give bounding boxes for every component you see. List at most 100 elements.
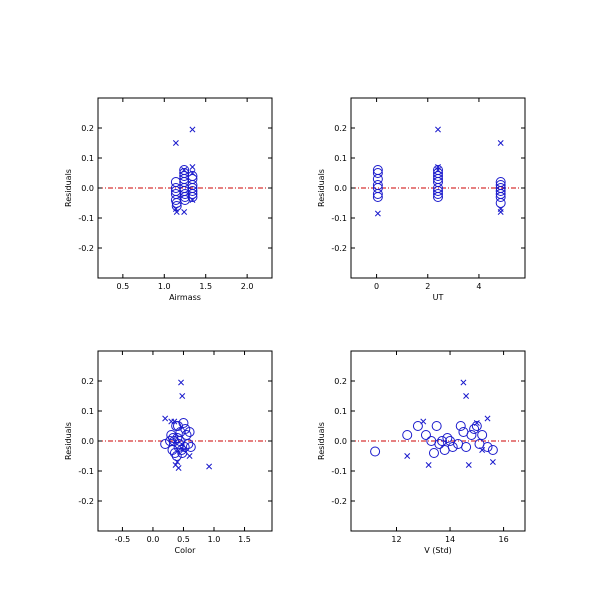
data-point-cross [404,453,411,459]
x-tick-label: 2.0 [241,282,254,291]
x-tick-label: 1.5 [238,535,251,544]
data-point-cross [473,420,480,426]
chart-panel-4: -0.2 -0.1 0.0 0.1 0.2 12 14 16 V (Std) Residuals [317,350,526,555]
data-point-cross [425,462,432,468]
chart-panel-1: -0.2 -0.1 0.0 0.1 0.2 0.5 1.0 1.5 2.0 Airmass Resi… [64,97,273,302]
y-tick-label: 0.1 [81,154,94,163]
y-tick-label: 0.0 [334,437,347,446]
x-tick-label: 0.5 [116,282,129,291]
y-tick-label: 0.2 [81,124,94,133]
data-point-circle [372,168,383,178]
data-point-circle [433,192,443,202]
data-point-circle [433,171,443,181]
data-point-cross [189,170,196,176]
data-point-cross [172,140,179,146]
chart-panel-2: -0.2 -0.1 0.0 0.1 0.2 0 2 4 UT Residuals [317,97,526,302]
data-point-circle [445,436,456,446]
data-point-cross [162,415,169,422]
data-point-circle [187,189,198,199]
data-point-circle [180,189,190,199]
x-tick-label: -0.5 [115,535,131,544]
data-point-circle [171,451,182,461]
data-point-circle [169,448,180,458]
data-point-cross [173,209,180,215]
data-point-circle [431,421,442,431]
data-point-cross [420,418,427,425]
x-tick-label: 0 [374,282,379,291]
data-point-circle [447,442,458,452]
x-axis-label: V (Std) [424,546,452,555]
data-point-cross [174,459,181,465]
y-tick-label: 0.1 [334,407,347,416]
data-point-circle [180,192,190,202]
data-point-circle [165,436,176,446]
data-point-circle [372,189,383,199]
data-point-circle [174,439,185,449]
y-axis-label: Residuals [317,422,326,460]
data-point-circle [495,192,506,202]
data-point-circle [187,186,198,196]
data-point-circle [466,430,477,440]
data-point-cross [171,418,178,425]
x-tick-label: 1.0 [158,282,171,291]
chart-panel-3: -0.2 -0.1 0.0 0.1 0.2 -0.5 0.0 0.5 1.0 1.5 Color Re… [64,350,273,555]
data-point-circle [160,439,171,449]
data-point-cross [463,393,470,399]
x-tick-label: 2 [425,282,430,291]
data-point-circle [433,189,443,199]
data-point-circle [477,430,488,440]
x-axis-label: UT [433,293,444,302]
x-tick-label: 1.0 [208,535,221,544]
y-tick-label: -0.2 [331,497,347,506]
data-point-circle [495,186,506,196]
y-axis-label: Residuals [64,422,73,460]
data-point-cross [181,209,188,215]
data-point-cross [206,463,213,470]
y-tick-label: -0.1 [78,467,94,476]
data-point-cross [374,210,381,217]
data-point-circle [471,421,482,431]
y-tick-label: -0.2 [78,244,94,253]
y-tick-label: 0.2 [334,377,347,386]
y-axis-label: Residuals [64,169,73,207]
data-point-circle [166,430,177,440]
y-tick-label: 0.0 [81,184,94,193]
data-point-circle [176,445,187,455]
data-point-circle [461,442,472,452]
y-axis-label: Residuals [317,169,326,207]
data-point-cross [175,465,182,471]
x-tick-label: 0.0 [147,535,160,544]
data-point-circle [402,430,413,440]
x-tick-label: 4 [476,282,481,291]
data-point-circle [469,424,480,434]
data-point-circle [172,421,183,431]
data-point-cross [189,164,196,170]
y-tick-label: 0.1 [334,154,347,163]
data-point-circle [428,448,439,458]
data-point-circle [180,195,190,205]
data-point-cross [181,167,188,173]
data-point-circle [372,192,383,202]
y-tick-label: 0.2 [334,124,347,133]
y-tick-label: -0.2 [331,244,347,253]
data-point-circle [437,436,448,446]
data-point-circle [434,439,445,449]
y-tick-label: -0.1 [78,214,94,223]
data-point-cross [189,197,196,203]
data-point-cross [186,453,193,459]
data-point-circle [180,424,191,434]
data-point-circle [178,418,189,428]
data-point-cross [497,209,504,215]
x-tick-label: 12 [391,535,401,544]
data-point-cross [465,462,472,468]
data-point-circle [482,442,493,452]
x-tick-label: 1.5 [199,282,212,291]
y-tick-label: -0.2 [78,497,94,506]
data-point-cross [180,447,187,453]
x-tick-label: 0.5 [177,535,190,544]
data-point-circle [187,192,198,202]
x-axis-label: Color [175,546,197,555]
y-tick-label: 0.2 [81,377,94,386]
data-point-circle [185,442,196,452]
